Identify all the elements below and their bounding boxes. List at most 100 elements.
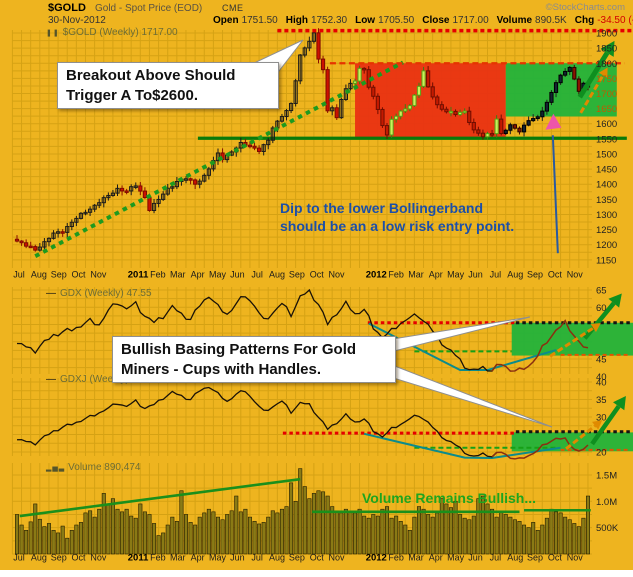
- gdxj-panel-label: — GDXJ (Weekly) 21.56: [46, 374, 157, 385]
- svg-text:Feb: Feb: [150, 553, 166, 563]
- svg-text:Jul: Jul: [251, 553, 263, 563]
- svg-text:2011: 2011: [128, 553, 149, 564]
- svg-text:Aug: Aug: [507, 553, 523, 563]
- quote-field-value: 1705.50: [378, 15, 415, 26]
- line-style-icon: —: [46, 288, 57, 299]
- svg-text:Sep: Sep: [289, 553, 305, 563]
- svg-text:May: May: [209, 270, 227, 280]
- svg-text:1200: 1200: [596, 240, 617, 251]
- svg-text:Mar: Mar: [408, 270, 424, 280]
- histogram-icon: ▂▅▃: [46, 465, 66, 472]
- svg-text:Apr: Apr: [191, 553, 205, 563]
- svg-text:Nov: Nov: [567, 270, 584, 280]
- svg-text:May: May: [447, 270, 465, 280]
- svg-text:1250: 1250: [596, 225, 617, 236]
- basing-callout: Bullish Basing Patterns For Gold Miners …: [112, 336, 396, 383]
- quote-field-label: Close: [422, 15, 450, 26]
- svg-text:60: 60: [596, 303, 607, 314]
- svg-text:Apr: Apr: [429, 270, 443, 280]
- svg-text:Sep: Sep: [289, 270, 305, 280]
- svg-text:Nov: Nov: [329, 270, 346, 280]
- volume-panel-label: ▂▅▃ Volume 890,474: [46, 462, 140, 473]
- gdxj-panel-label-text: GDXJ (Weekly) 21.56: [60, 374, 157, 385]
- svg-text:1550: 1550: [596, 134, 617, 145]
- svg-text:Oct: Oct: [548, 270, 563, 280]
- svg-text:Mar: Mar: [170, 270, 186, 280]
- quote-row: Open 1751.50 High 1752.30 Low 1705.50 Close 171…: [213, 15, 633, 26]
- svg-text:1600: 1600: [596, 119, 617, 130]
- svg-text:Aug: Aug: [269, 270, 285, 280]
- quote-field-label: Open: [213, 15, 239, 26]
- gdx-panel-label: — GDX (Weekly) 47.55: [46, 288, 152, 299]
- date-label: 30-Nov-2012: [48, 15, 106, 26]
- quote-header: 30-Nov-2012 Open 1751.50 High 1752.30 Low 170…: [0, 15, 633, 27]
- svg-text:1800: 1800: [596, 59, 617, 70]
- svg-text:1500: 1500: [596, 149, 617, 160]
- svg-text:45: 45: [596, 355, 607, 366]
- svg-text:May: May: [447, 553, 465, 563]
- svg-text:Sep: Sep: [51, 553, 67, 563]
- candlestick-icon: ❚❚: [46, 30, 60, 37]
- svg-text:Nov: Nov: [567, 553, 584, 563]
- svg-text:1.5M: 1.5M: [596, 470, 617, 481]
- breakout-callout-line2: Trigger A To$2600.: [66, 86, 198, 104]
- quote-field-label: Chg: [574, 15, 595, 26]
- svg-text:Jun: Jun: [468, 270, 483, 280]
- svg-text:1300: 1300: [596, 210, 617, 221]
- svg-text:Feb: Feb: [388, 553, 404, 563]
- exchange-label: CME: [222, 3, 244, 13]
- svg-text:Jul: Jul: [251, 270, 263, 280]
- svg-text:Aug: Aug: [31, 553, 47, 563]
- svg-text:Mar: Mar: [170, 553, 186, 563]
- quote-field-value: -34.50 (-1.97%): [597, 15, 633, 26]
- dip-entry-note-line1: Dip to the lower Bollingerband: [280, 200, 483, 216]
- svg-text:Oct: Oct: [548, 553, 563, 563]
- svg-text:Nov: Nov: [90, 553, 107, 563]
- svg-text:1750: 1750: [596, 74, 617, 85]
- svg-text:Oct: Oct: [310, 553, 325, 563]
- quote-field-value: 890.5K: [535, 15, 567, 26]
- svg-text:2011: 2011: [128, 270, 149, 281]
- svg-text:Oct: Oct: [72, 553, 87, 563]
- svg-text:Feb: Feb: [388, 270, 404, 280]
- quote-field-label: Volume: [496, 15, 533, 26]
- svg-text:65: 65: [596, 286, 607, 297]
- stockcharts-credit-link[interactable]: ©StockCharts.com: [545, 2, 625, 13]
- svg-text:2012: 2012: [366, 553, 387, 564]
- quote-field-label: Low: [355, 15, 376, 26]
- quote-field-value: 1751.50: [241, 15, 278, 26]
- gold-panel-label-text: $GOLD (Weekly) 1717.00: [62, 27, 178, 38]
- dip-entry-note-line2: should be an a low risk entry point.: [280, 218, 515, 235]
- svg-text:1450: 1450: [596, 165, 617, 176]
- breakout-callout: Breakout Above Should Trigger A To$2600.: [57, 62, 279, 109]
- svg-text:Apr: Apr: [429, 553, 443, 563]
- dip-entry-note: Dip to the lower Bollingerband should be…: [280, 199, 514, 235]
- svg-text:40: 40: [596, 378, 607, 389]
- instrument-name: Gold - Spot Price (EOD): [95, 3, 203, 14]
- svg-text:Aug: Aug: [507, 270, 523, 280]
- svg-text:Jul: Jul: [490, 553, 502, 563]
- line-style-icon: —: [46, 374, 57, 385]
- svg-text:Jun: Jun: [468, 553, 483, 563]
- ticker-symbol: $GOLD: [48, 2, 86, 14]
- chart-header: $GOLD Gold - Spot Price (EOD) CME ©Stock…: [0, 2, 633, 14]
- svg-text:Aug: Aug: [31, 270, 47, 280]
- svg-text:1400: 1400: [596, 180, 617, 191]
- svg-text:1650: 1650: [596, 104, 617, 115]
- basing-callout-line1: Bullish Basing Patterns For Gold: [121, 341, 357, 358]
- svg-text:1900: 1900: [596, 29, 617, 40]
- basing-callout-line2: Miners - Cups with Handles.: [121, 360, 322, 378]
- svg-text:2012: 2012: [366, 270, 387, 281]
- svg-text:Jun: Jun: [230, 553, 245, 563]
- svg-text:Nov: Nov: [329, 553, 346, 563]
- svg-text:Jun: Jun: [230, 270, 245, 280]
- svg-text:1150: 1150: [596, 255, 616, 266]
- svg-text:Feb: Feb: [150, 270, 166, 280]
- svg-text:Aug: Aug: [269, 553, 285, 563]
- svg-text:Sep: Sep: [527, 553, 543, 563]
- svg-text:Jul: Jul: [13, 270, 25, 280]
- svg-text:1350: 1350: [596, 195, 617, 206]
- gold-panel-label: ❚❚ $GOLD (Weekly) 1717.00: [46, 27, 178, 38]
- svg-text:1.0M: 1.0M: [596, 497, 617, 508]
